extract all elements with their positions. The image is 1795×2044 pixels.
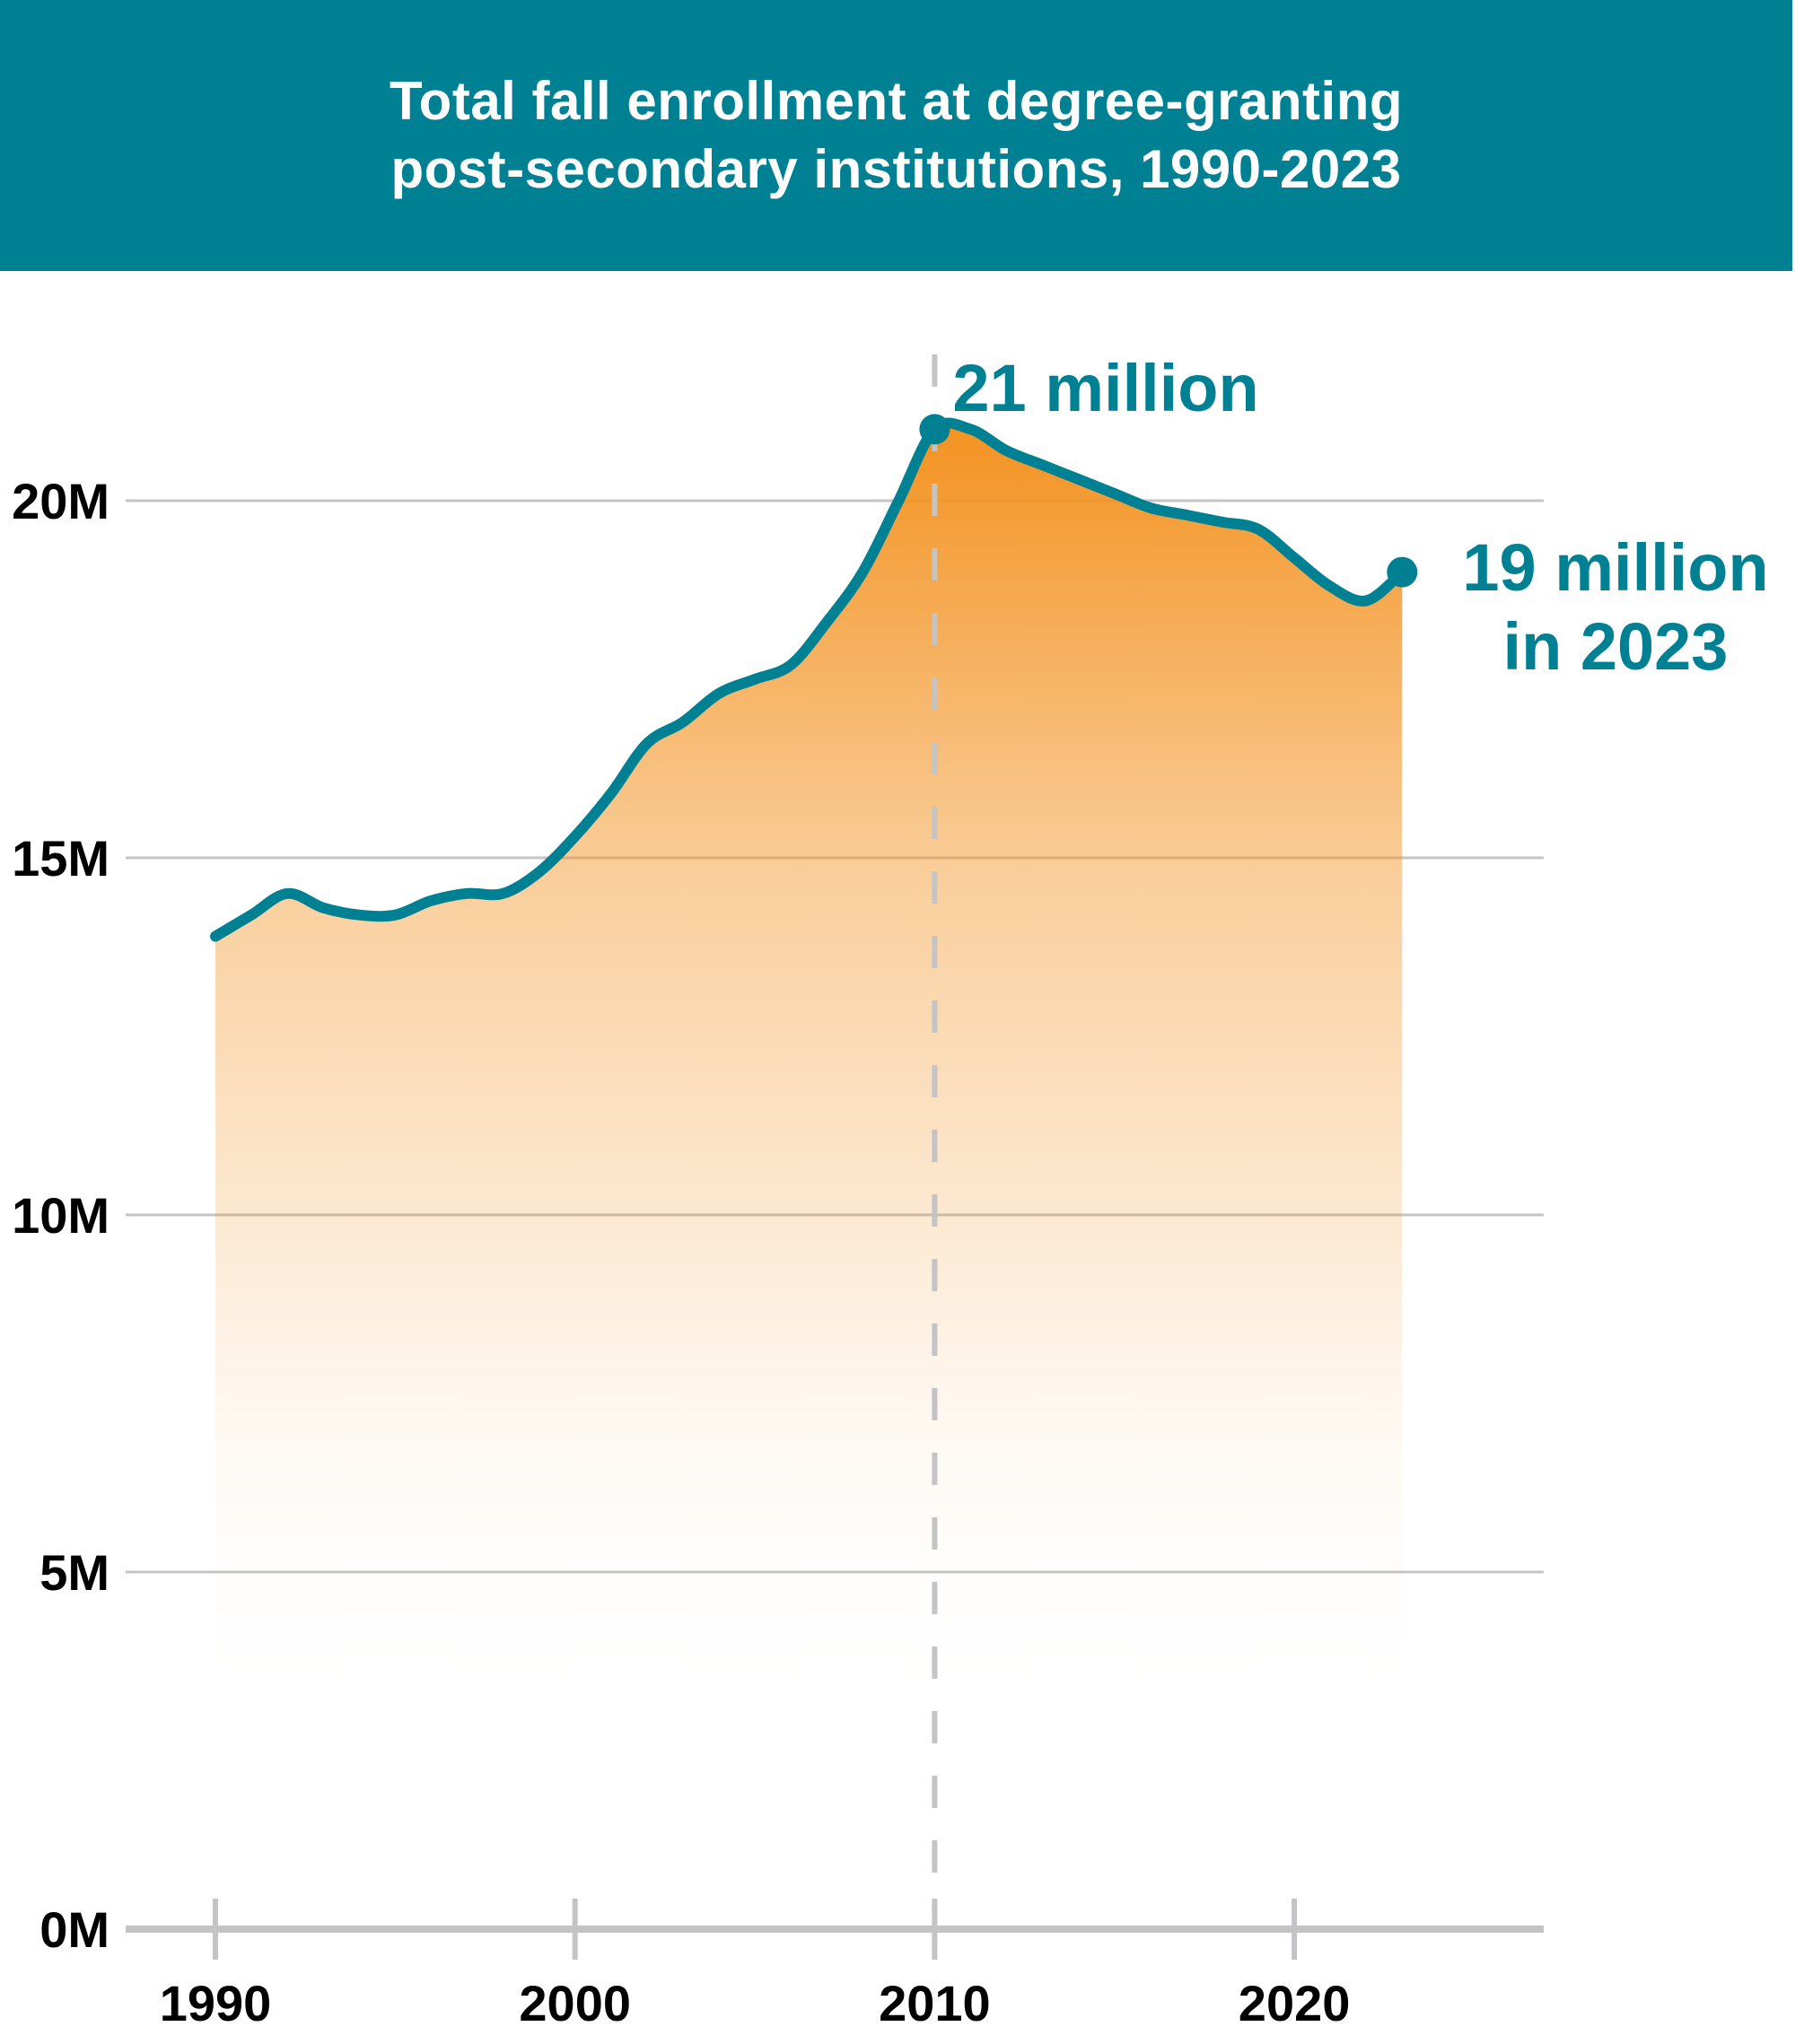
y-tick-label: 5M [39,1544,109,1601]
y-tick-label: 15M [12,830,109,887]
y-tick-label: 20M [12,473,109,529]
annotation-latest-label-line-1: 19 million [1462,530,1768,605]
annotation-latest-label-line-2: in 2023 [1503,609,1729,684]
x-axis-labels: 1990 2000 2010 2020 [160,1975,1351,2031]
y-tick-label: 10M [12,1187,109,1244]
chart-title-banner: Total fall enrollment at degree-granting… [0,0,1792,271]
x-tick-label: 1990 [160,1975,272,2031]
enrollment-area-fill [215,423,1403,1714]
annotation-marker-2010 [919,414,950,445]
chart-title-line-1: Total fall enrollment at degree-granting [389,71,1403,131]
x-tick-label: 2020 [1239,1975,1351,2031]
x-axis [126,1899,1544,1960]
enrollment-line [210,417,1408,942]
annotation-peak-label: 21 million [952,351,1258,425]
y-axis-labels: 0M 5M 10M 15M 20M [12,473,109,1958]
x-tick-label: 2000 [519,1975,631,2031]
area-layer [215,423,1403,1714]
line-layer [210,417,1408,942]
annotation-marker-2023 [1387,556,1418,588]
x-tick-label: 2010 [879,1975,991,2031]
chart-title-line-2: post-secondary institutions, 1990-2023 [390,139,1402,199]
y-tick-label: 0M [39,1901,109,1958]
